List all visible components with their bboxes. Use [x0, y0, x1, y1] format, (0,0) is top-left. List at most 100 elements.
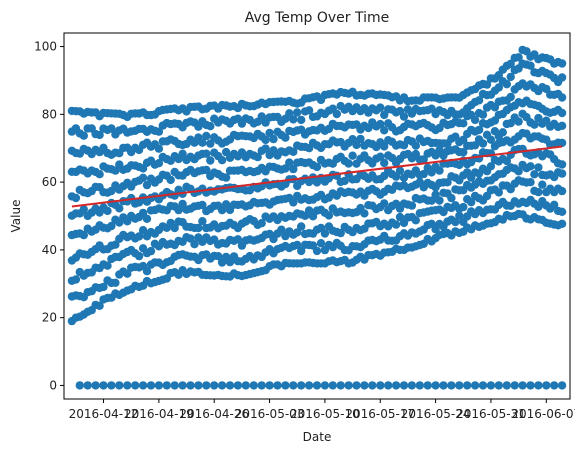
data-point: [478, 139, 488, 148]
data-point: [265, 128, 274, 138]
data-point: [324, 211, 334, 220]
zero-point: [384, 381, 393, 390]
data-point: [380, 199, 389, 208]
data-point: [79, 230, 89, 240]
chart-title: Avg Temp Over Time: [245, 10, 390, 26]
data-point: [470, 115, 480, 125]
data-point: [478, 110, 488, 119]
zero-point: [83, 381, 92, 390]
zero-point: [146, 381, 156, 390]
zero-point: [257, 381, 266, 390]
data-point: [538, 180, 547, 189]
zero-point: [210, 381, 219, 390]
zero-point: [463, 381, 472, 390]
zero-point: [478, 381, 488, 390]
data-point: [336, 228, 345, 238]
y-tick-label: 80: [42, 107, 57, 121]
zero-point: [91, 381, 100, 390]
data-point: [198, 138, 207, 147]
x-tick-label: 2016-04-12: [69, 407, 139, 421]
data-point: [376, 152, 385, 161]
data-point: [486, 162, 496, 171]
data-point: [419, 169, 428, 179]
data-point: [395, 166, 405, 175]
data-point: [447, 193, 456, 203]
zero-point: [352, 381, 361, 390]
data-point: [198, 200, 207, 210]
zero-point: [550, 381, 559, 390]
data-point: [146, 246, 156, 256]
y-tick-label: 100: [34, 40, 57, 54]
data-point: [138, 208, 148, 218]
data-point: [217, 206, 227, 215]
zero-point: [391, 381, 401, 390]
y-tick-label: 20: [42, 311, 57, 325]
data-point: [202, 131, 211, 141]
zero-point: [344, 381, 353, 390]
data-point: [474, 125, 484, 135]
data-point: [285, 109, 294, 118]
data-point: [79, 205, 89, 214]
data-point: [95, 301, 104, 310]
data-point: [111, 166, 120, 175]
data-point: [530, 170, 539, 179]
data-point: [550, 200, 559, 209]
data-point: [214, 252, 223, 261]
data-point: [99, 282, 108, 292]
data-point: [506, 59, 515, 68]
zero-point: [312, 381, 322, 390]
zero-point: [336, 381, 345, 390]
data-point: [194, 223, 203, 233]
data-point: [304, 106, 314, 115]
trend-line-group: [71, 145, 563, 208]
zero-point: [281, 381, 290, 390]
data-point: [217, 156, 227, 165]
zero-point: [233, 381, 243, 390]
zero-point: [486, 381, 496, 390]
data-point: [455, 211, 464, 220]
data-point: [71, 193, 81, 203]
data-point: [95, 130, 104, 140]
data-point: [557, 207, 567, 216]
data-point: [277, 225, 286, 234]
data-point: [514, 117, 523, 126]
data-point: [293, 240, 302, 250]
data-point: [206, 122, 215, 131]
data-point: [376, 103, 385, 112]
data-point: [380, 126, 389, 135]
zero-point: [131, 381, 140, 390]
data-point: [332, 109, 341, 119]
data-point: [391, 220, 401, 229]
data-point: [103, 206, 112, 216]
zero-point: [162, 381, 171, 390]
data-point: [352, 140, 361, 150]
data-point: [459, 202, 468, 212]
zero-point: [217, 381, 227, 390]
zero-point: [518, 381, 527, 390]
x-axis: 2016-04-122016-04-192016-04-262016-05-03…: [69, 399, 575, 421]
data-point: [233, 235, 243, 244]
zero-point: [415, 381, 424, 390]
data-point: [459, 135, 468, 144]
data-point: [154, 127, 164, 136]
data-point: [154, 159, 164, 168]
data-point: [459, 119, 468, 128]
data-point: [530, 120, 539, 129]
data-point: [257, 112, 266, 121]
data-point: [340, 176, 349, 186]
data-point: [103, 261, 112, 270]
zero-point: [249, 381, 258, 390]
data-point: [443, 178, 452, 187]
zero-point: [376, 381, 385, 390]
zero-point: [202, 381, 211, 390]
data-point: [190, 240, 199, 249]
data-point: [174, 205, 183, 215]
data-point: [154, 144, 164, 153]
data-point: [134, 232, 144, 241]
x-tick-label: 2016-05-03: [235, 407, 305, 421]
zero-point: [470, 381, 480, 390]
zero-point: [241, 381, 250, 390]
zero-point: [494, 381, 503, 390]
plot-frame: [63, 32, 571, 400]
x-tick-label: 2016-05-24: [401, 407, 471, 421]
